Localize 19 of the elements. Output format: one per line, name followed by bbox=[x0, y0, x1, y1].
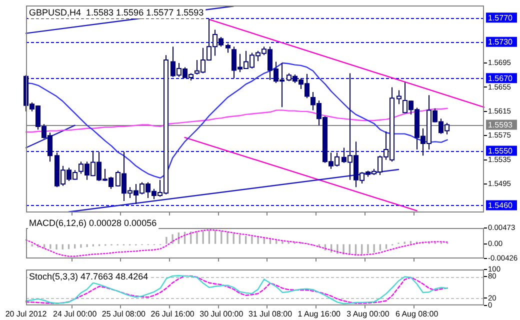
ref-line-label: 1.5593 bbox=[488, 120, 514, 130]
x-tick-label: 20 Jul 2012 bbox=[5, 309, 48, 318]
ref-line-label: 1.5770 bbox=[488, 13, 514, 22]
chart-title: Stoch(5,3,3) 47.7663 48.4264 bbox=[29, 271, 148, 282]
x-tick-label: 24 Jul 00:00 bbox=[53, 309, 98, 318]
ref-line-label: 1.5670 bbox=[488, 74, 514, 83]
ref-line-label: 1.5550 bbox=[488, 146, 514, 156]
chart-title: MACD(6,12,6) 0.00028 0.00056 bbox=[29, 218, 157, 228]
ref-line-label: 1.5460 bbox=[488, 200, 514, 210]
x-tick-label: 31 Jul 08:00 bbox=[248, 309, 293, 318]
line-series bbox=[25, 229, 448, 257]
x-tick-label: 3 Aug 00:00 bbox=[346, 309, 390, 318]
x-tick-label: 26 Jul 16:00 bbox=[150, 309, 195, 318]
x-tick-label: 1 Aug 16:00 bbox=[298, 309, 342, 318]
x-tick-label: 30 Jul 00:00 bbox=[200, 309, 244, 318]
chart-title: GBPUSD,H4 1.5583 1.5596 1.5577 1.5593 bbox=[29, 7, 204, 18]
x-tick-label: 6 Aug 08:00 bbox=[395, 309, 439, 318]
ref-line-label: 1.5730 bbox=[488, 38, 514, 47]
x-tick-label: 25 Jul 08:00 bbox=[102, 309, 146, 318]
